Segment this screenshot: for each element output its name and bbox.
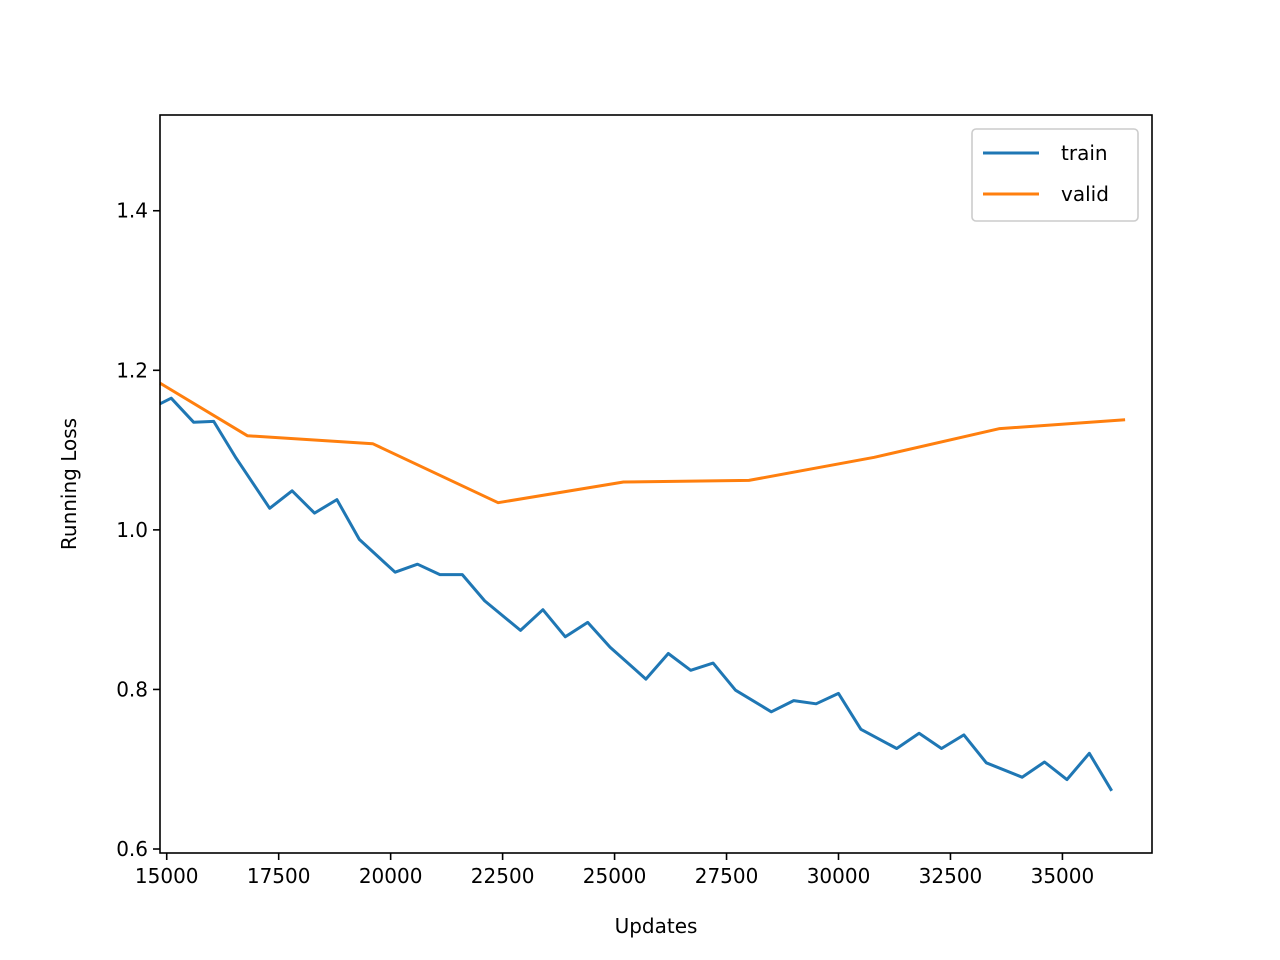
x-axis-ticks: 15000 17500 20000 22500 25000 27500 30000 32500… <box>135 853 1094 888</box>
x-tick-label: 20000 <box>359 864 423 888</box>
x-tick-label: 35000 <box>1031 864 1095 888</box>
y-tick-label: 1.0 <box>116 518 148 542</box>
legend-label-valid: valid <box>1061 182 1109 206</box>
y-tick-label: 0.6 <box>116 837 148 861</box>
x-tick-label: 30000 <box>807 864 871 888</box>
y-axis-label: Running Loss <box>57 418 81 550</box>
x-tick-label: 17500 <box>247 864 311 888</box>
series-line-train <box>159 396 1113 792</box>
x-tick-label: 15000 <box>135 864 199 888</box>
y-tick-label: 1.4 <box>116 199 148 223</box>
y-tick-label: 0.8 <box>116 677 148 701</box>
x-tick-label: 27500 <box>695 864 759 888</box>
series-line-valid <box>159 381 1126 505</box>
y-tick-label: 1.2 <box>116 358 148 382</box>
x-tick-label: 32500 <box>919 864 983 888</box>
legend-box <box>971 128 1139 222</box>
x-axis-label: Updates <box>615 914 698 938</box>
x-tick-label: 22500 <box>471 864 535 888</box>
plot-area-frame <box>159 114 1153 854</box>
plot-lines <box>159 381 1126 792</box>
x-tick-label: 25000 <box>583 864 647 888</box>
legend-label-train: train <box>1061 141 1108 165</box>
legend: train valid <box>971 128 1139 222</box>
y-axis-ticks: 0.6 0.8 1.0 1.2 1.4 <box>116 199 160 861</box>
